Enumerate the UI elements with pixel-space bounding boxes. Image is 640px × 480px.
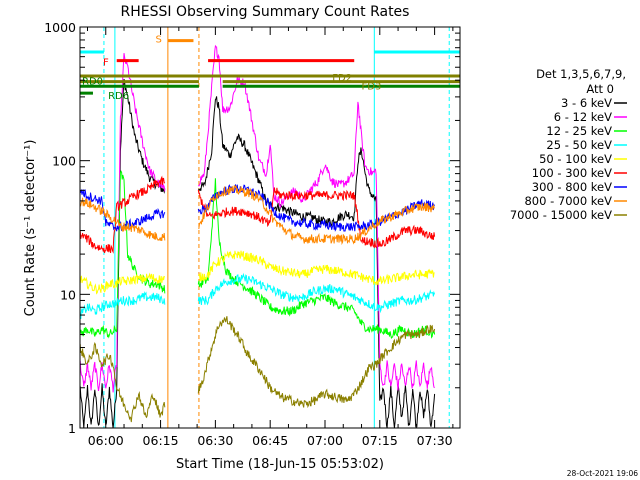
x-tick-label-2: 06:15 [143, 433, 179, 448]
legend-label-1: 3 - 6 keV [561, 96, 612, 110]
y-axis-label: Count Rate (s⁻¹ detector⁻¹) [23, 140, 38, 317]
flag-label-fd2: FD2 [332, 73, 352, 84]
flag-label-s: S [156, 35, 162, 46]
series-line-3 [79, 169, 436, 340]
legend-label-2: 6 - 12 keV [554, 110, 612, 124]
legend-label-7: 300 - 800 keV [532, 180, 612, 194]
y-tick-label-1: 1 [68, 421, 76, 436]
axes: 06:00 06:15 06:30 06:45 07:00 07:15 07:30 1 10 10… [44, 20, 460, 448]
flag-label-rd6: RD6 [108, 91, 129, 102]
chart-title: RHESSI Observing Summary Count Rates [121, 4, 410, 20]
flag-label-f: F [103, 58, 109, 69]
series-line-5 [79, 250, 435, 295]
x-tick-label-1: 06:00 [88, 433, 124, 448]
x-tick-label-4: 06:45 [252, 433, 288, 448]
legend-label-9: 7000 - 15000 keV [510, 208, 612, 222]
x-tick-label-5: 07:00 [307, 433, 343, 448]
series-line-8 [79, 184, 436, 246]
legend-label-5: 50 - 100 keV [539, 152, 612, 166]
y-tick-label-3: 100 [52, 154, 76, 169]
series-line-1 [79, 78, 436, 429]
y-tick-label-4: 1000 [44, 20, 76, 35]
legend-label-6: 100 - 300 keV [532, 166, 612, 180]
flag-label-rd0: RD0 [82, 76, 103, 87]
flag-label-fd3: FD3 [362, 82, 382, 93]
series-line-4 [79, 272, 436, 320]
x-tick-label-3: 06:30 [197, 433, 233, 448]
x-tick-label-7: 07:30 [417, 433, 453, 448]
legend-label-8: 800 - 7000 keV [524, 194, 612, 208]
x-tick-label-6: 07:15 [362, 433, 398, 448]
y-tick-label-2: 10 [60, 287, 76, 302]
legend-label-3: 12 - 25 keV [546, 124, 612, 138]
footer-timestamp: 28-Oct-2021 19:06 [567, 469, 638, 478]
flag-bars: F S FD2 FD3 RD0 RD6 [80, 35, 460, 102]
series-line-9 [79, 316, 436, 423]
legend-header-line2: Att 0 [586, 82, 614, 96]
legend-header-line1: Det 1,3,5,6,7,9, [536, 67, 626, 81]
legend-label-4: 25 - 50 keV [546, 138, 612, 152]
x-axis-label: Start Time (18-Jun-15 05:53:02) [176, 457, 384, 472]
series-line-6 [79, 175, 436, 254]
